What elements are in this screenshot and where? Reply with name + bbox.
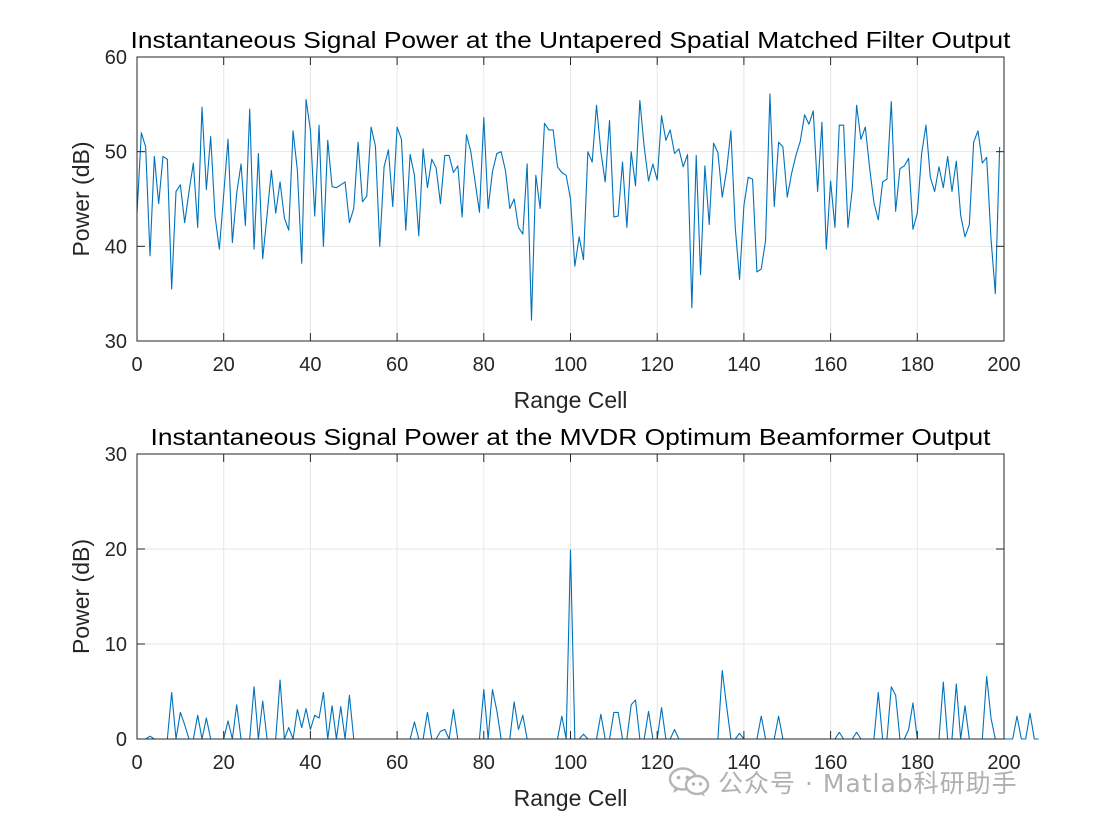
chart-2-y-tick-label: 0 xyxy=(116,729,127,751)
chart-1-title: Instantaneous Signal Power at the Untape… xyxy=(131,27,1012,53)
chart-1-x-tick-label: 100 xyxy=(554,354,587,376)
chart-2-x-tick-label: 180 xyxy=(901,752,934,774)
chart-1-y-tick-label: 50 xyxy=(105,142,127,164)
chart-2-x-tick-label: 120 xyxy=(641,752,674,774)
chart-1-x-axis-label: Range Cell xyxy=(514,387,628,413)
chart-2-y-tick-label: 10 xyxy=(105,634,127,656)
wechat-icon xyxy=(668,767,710,797)
chart-2-x-axis-label: Range Cell xyxy=(514,785,628,811)
chart-2-x-tick-label: 80 xyxy=(473,752,495,774)
chart-2-x-tick-label: 160 xyxy=(814,752,847,774)
chart-2-x-tick-label: 40 xyxy=(299,752,321,774)
chart-1-x-tick-label: 160 xyxy=(814,354,847,376)
watermark: 公众号 · Matlab科研助手 xyxy=(668,762,1018,802)
chart-2-y-tick-label: 30 xyxy=(105,444,127,466)
chart-1-x-tick-label: 80 xyxy=(473,354,495,376)
chart-2-x-tick-label: 20 xyxy=(213,752,235,774)
chart-1-x-tick-label: 60 xyxy=(386,354,408,376)
chart-1-x-tick-label: 200 xyxy=(987,354,1020,376)
watermark-text: 公众号 · Matlab科研助手 xyxy=(718,769,1018,798)
chart-1-x-tick-label: 0 xyxy=(131,354,142,376)
chart-2-x-tick-label: 60 xyxy=(386,752,408,774)
chart-2-y-tick-label: 20 xyxy=(105,539,127,561)
chart-2-x-tick-label: 100 xyxy=(554,752,587,774)
chart-2-x-tick-label: 200 xyxy=(987,752,1020,774)
chart-2: 0 20 40 60 80 100 120 140 160 180 200 0 10 20 30 Instan… xyxy=(68,424,1039,811)
chart-1: 0 20 40 60 80 100 120 140 160 180 20030405060Insta… xyxy=(68,27,1021,413)
chart-1-x-tick-label: 180 xyxy=(901,354,934,376)
chart-1-y-axis-label: Power (dB) xyxy=(68,141,94,256)
chart-1-x-tick-label: 120 xyxy=(641,354,674,376)
chart-2-y-axis-label: Power (dB) xyxy=(68,539,94,654)
chart-1-y-tick-label: 40 xyxy=(105,236,127,258)
chart-2-x-tick-label: 0 xyxy=(131,752,142,774)
chart-2-x-tick-label: 140 xyxy=(727,752,760,774)
chart-1-series-line xyxy=(136,93,1001,321)
chart-1-x-tick-label: 20 xyxy=(213,354,235,376)
chart-2-title: Instantaneous Signal Power at the MVDR O… xyxy=(151,424,992,450)
chart-1-y-tick-label: 60 xyxy=(105,47,127,69)
chart-1-x-tick-label: 40 xyxy=(299,354,321,376)
chart-1-x-tick-label: 140 xyxy=(727,354,760,376)
chart-1-y-tick-label: 30 xyxy=(105,331,127,353)
